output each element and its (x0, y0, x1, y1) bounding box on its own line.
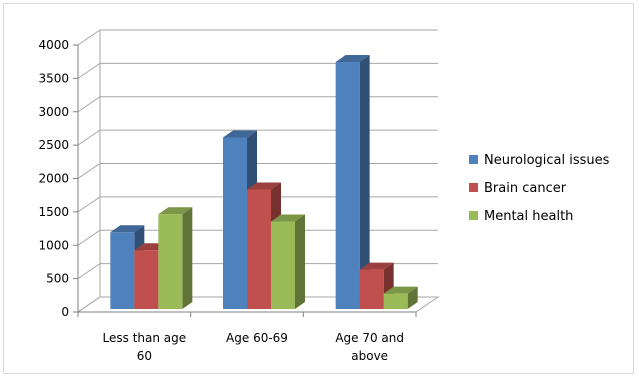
x-tick-label-line: above (351, 349, 388, 363)
bar-top (383, 286, 418, 294)
bar-top (271, 214, 305, 222)
legend-label: Brain cancer (484, 181, 567, 196)
bar (158, 207, 193, 309)
y-tick-label: 500 (46, 272, 69, 286)
bar-front (271, 221, 295, 309)
bar-top (223, 130, 257, 138)
y-tick-label: 2500 (38, 138, 69, 152)
bar (383, 286, 418, 309)
bars (110, 55, 418, 310)
y-tick-label: 3000 (38, 105, 69, 119)
bar-front (383, 293, 408, 309)
bar-front (359, 269, 384, 309)
bar-side (295, 214, 305, 309)
x-tick-label-line: Age 70 and (335, 331, 404, 345)
legend-swatch (469, 155, 478, 164)
y-tick-label: 0 (61, 305, 69, 319)
y-tick-label: 1500 (38, 205, 69, 219)
legend-swatch (469, 183, 478, 192)
bar (335, 55, 370, 310)
legend-label: Neurological issues (484, 153, 610, 168)
bar-top (247, 182, 281, 190)
x-tick-label-line: 60 (137, 349, 152, 363)
bar-front (247, 189, 271, 309)
y-tick-label: 1000 (38, 238, 69, 252)
bar-side (182, 207, 193, 309)
bar-top (359, 262, 394, 270)
bar-front (110, 232, 135, 309)
x-tick-label: Age 60-69 (226, 331, 288, 345)
legend: Neurological issues Brain cancer Mental he… (469, 153, 610, 224)
bar-side (407, 286, 418, 309)
bar-top (110, 225, 145, 233)
x-tick-label-line: Less than age (103, 331, 187, 345)
y-tick-label: 2000 (38, 172, 69, 186)
bar (271, 214, 305, 309)
bar-top (335, 55, 370, 63)
bar-top (158, 207, 193, 215)
axes (73, 30, 417, 317)
legend-swatch (469, 211, 478, 220)
x-tick-label: Age 70 and above (335, 331, 404, 363)
x-tick-labels: Less than age 60 Age 60-69 Age 70 and above (103, 331, 404, 363)
x-tick-label-line: Age 60-69 (226, 331, 288, 345)
y-tick-label: 3500 (38, 71, 69, 85)
bar-front (335, 62, 360, 310)
bar-front (158, 214, 183, 309)
bar-front (223, 137, 247, 309)
bar-side (359, 55, 370, 310)
y-tick-label: 4000 (38, 38, 69, 52)
legend-label: Mental health (484, 209, 573, 224)
x-tick-label: Less than age 60 (103, 331, 187, 363)
y-tick-labels: 0 500 1000 1500 2000 2500 3000 3500 4000 (38, 38, 69, 319)
bar-front (134, 250, 159, 309)
